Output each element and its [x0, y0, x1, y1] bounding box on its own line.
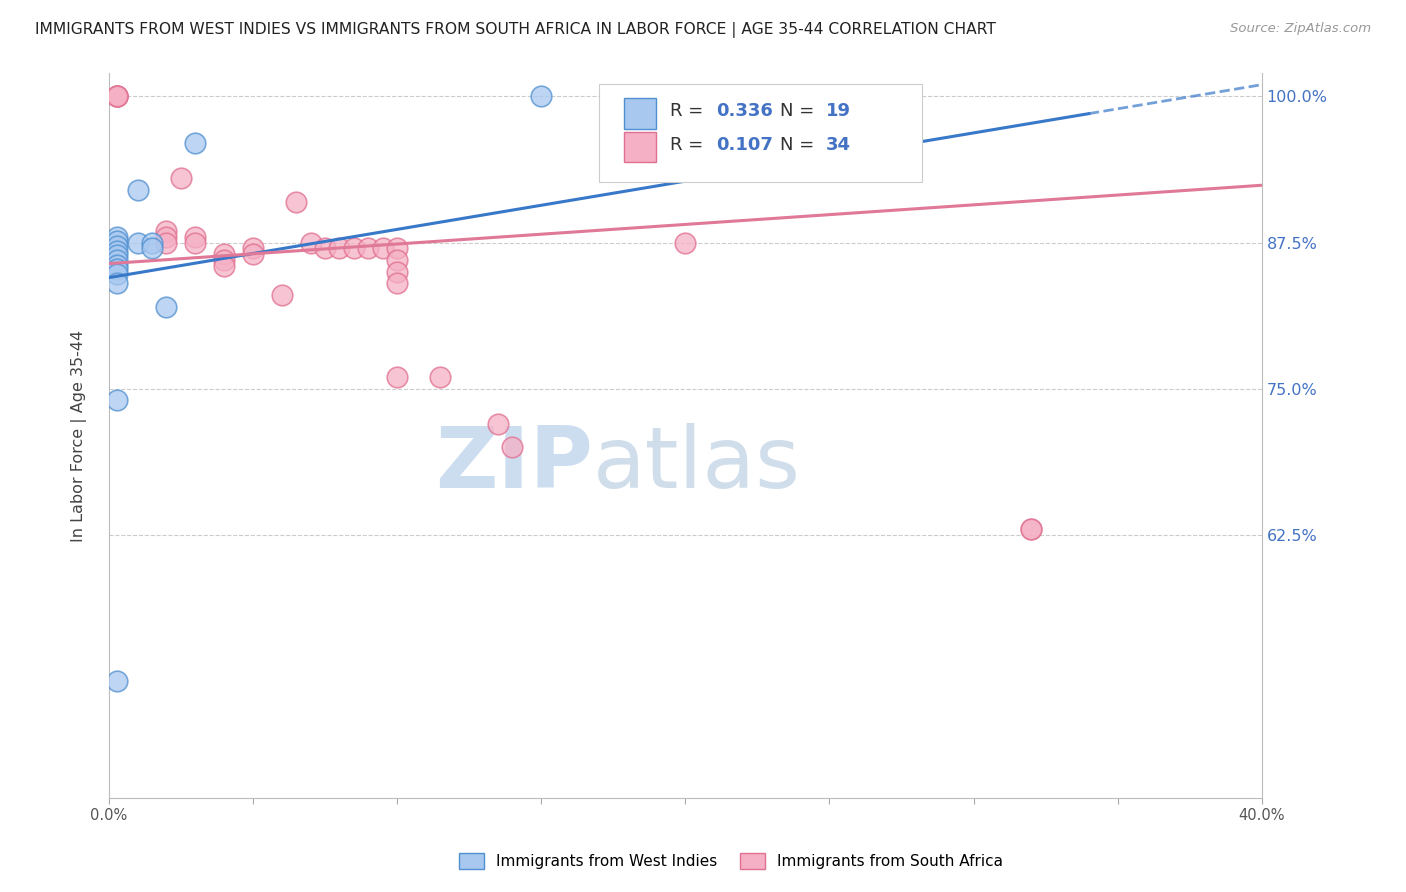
Text: 0.336: 0.336 [717, 103, 773, 120]
Point [343, 241, 366, 255]
Text: 19: 19 [825, 103, 851, 120]
Point [141, 241, 163, 255]
Point [673, 235, 696, 250]
FancyBboxPatch shape [624, 132, 657, 162]
Point [155, 224, 177, 238]
Point [155, 229, 177, 244]
Point [385, 241, 408, 255]
FancyBboxPatch shape [624, 98, 657, 128]
Point [1019, 522, 1042, 536]
Point [107, 229, 129, 244]
Text: N =: N = [780, 136, 820, 153]
Point [107, 253, 129, 268]
Point [107, 235, 129, 249]
Point [107, 267, 129, 281]
Point [170, 171, 193, 186]
Point [486, 417, 509, 431]
Point [299, 235, 322, 250]
Point [107, 89, 129, 103]
Point [107, 239, 129, 253]
Point [242, 247, 264, 261]
Text: R =: R = [671, 136, 710, 153]
Point [107, 89, 129, 103]
Point [357, 241, 380, 255]
Point [184, 235, 207, 250]
Point [127, 183, 149, 197]
Point [107, 258, 129, 272]
Point [155, 235, 177, 250]
Point [155, 300, 177, 314]
Point [212, 247, 235, 261]
Point [107, 277, 129, 291]
Point [371, 241, 394, 255]
Point [212, 259, 235, 273]
Point [242, 241, 264, 255]
Point [127, 235, 149, 250]
Point [107, 248, 129, 262]
Point [107, 393, 129, 408]
Point [501, 440, 523, 454]
Point [1019, 522, 1042, 536]
Point [141, 235, 163, 250]
Point [385, 370, 408, 384]
Point [184, 229, 207, 244]
Point [184, 136, 207, 150]
Text: Source: ZipAtlas.com: Source: ZipAtlas.com [1230, 22, 1371, 36]
Point [328, 241, 350, 255]
Point [107, 262, 129, 277]
Text: R =: R = [671, 103, 710, 120]
Text: 0.107: 0.107 [717, 136, 773, 153]
Point [285, 194, 308, 209]
Point [385, 253, 408, 268]
Text: 34: 34 [825, 136, 851, 153]
Point [385, 265, 408, 279]
Point [385, 277, 408, 291]
Text: IMMIGRANTS FROM WEST INDIES VS IMMIGRANTS FROM SOUTH AFRICA IN LABOR FORCE | AGE: IMMIGRANTS FROM WEST INDIES VS IMMIGRANT… [35, 22, 995, 38]
Point [107, 89, 129, 103]
Point [107, 244, 129, 258]
Point [429, 370, 451, 384]
Point [107, 674, 129, 689]
Point [212, 253, 235, 268]
Text: N =: N = [780, 103, 820, 120]
Text: atlas: atlas [593, 423, 801, 506]
Point [530, 89, 553, 103]
Y-axis label: In Labor Force | Age 35-44: In Labor Force | Age 35-44 [72, 329, 87, 541]
Text: ZIP: ZIP [436, 423, 593, 506]
Point [314, 241, 336, 255]
Point [270, 288, 292, 302]
Legend: Immigrants from West Indies, Immigrants from South Africa: Immigrants from West Indies, Immigrants … [453, 847, 1010, 875]
FancyBboxPatch shape [599, 84, 922, 182]
Point [107, 89, 129, 103]
